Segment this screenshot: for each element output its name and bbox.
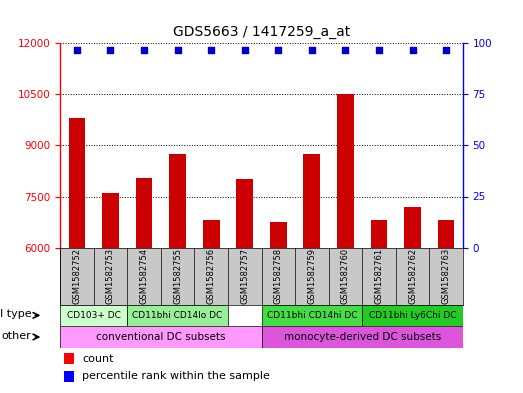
Point xyxy=(174,47,182,53)
Point xyxy=(408,47,417,53)
Bar xyxy=(438,220,454,248)
Bar xyxy=(362,305,463,326)
Text: cell type: cell type xyxy=(0,309,31,319)
Bar xyxy=(102,193,119,248)
Bar xyxy=(64,353,74,364)
Bar xyxy=(404,207,421,248)
Text: count: count xyxy=(82,354,114,364)
Bar xyxy=(60,326,262,348)
Text: GSM1582757: GSM1582757 xyxy=(240,248,249,304)
Text: GSM1582758: GSM1582758 xyxy=(274,248,283,304)
Bar xyxy=(371,220,388,248)
Point xyxy=(341,47,349,53)
Title: GDS5663 / 1417259_a_at: GDS5663 / 1417259_a_at xyxy=(173,26,350,39)
Text: conventional DC subsets: conventional DC subsets xyxy=(96,332,225,342)
Text: CD11bhi CD14hi DC: CD11bhi CD14hi DC xyxy=(267,311,357,320)
Point xyxy=(375,47,383,53)
Point xyxy=(207,47,215,53)
Bar xyxy=(69,118,85,248)
Bar xyxy=(169,154,186,248)
Point xyxy=(140,47,148,53)
Bar xyxy=(262,305,362,326)
Bar xyxy=(203,220,220,248)
Point xyxy=(308,47,316,53)
Point xyxy=(106,47,115,53)
Bar xyxy=(270,222,287,248)
Text: CD11bhi CD14lo DC: CD11bhi CD14lo DC xyxy=(132,311,223,320)
Text: GSM1582759: GSM1582759 xyxy=(308,248,316,304)
Text: GSM1582762: GSM1582762 xyxy=(408,248,417,304)
Text: GSM1582756: GSM1582756 xyxy=(207,248,215,304)
Text: GSM1582761: GSM1582761 xyxy=(374,248,383,304)
Text: other: other xyxy=(2,331,31,341)
Point xyxy=(274,47,282,53)
Bar xyxy=(64,371,74,382)
Text: monocyte-derived DC subsets: monocyte-derived DC subsets xyxy=(283,332,441,342)
Text: GSM1582752: GSM1582752 xyxy=(72,248,82,304)
Bar xyxy=(127,305,228,326)
Point xyxy=(241,47,249,53)
Text: CD103+ DC: CD103+ DC xyxy=(67,311,121,320)
Text: CD11bhi Ly6Chi DC: CD11bhi Ly6Chi DC xyxy=(369,311,456,320)
Point xyxy=(442,47,450,53)
Bar xyxy=(337,94,354,248)
Bar xyxy=(236,180,253,248)
Bar xyxy=(60,305,127,326)
Bar xyxy=(303,154,320,248)
Bar xyxy=(135,178,152,248)
Text: GSM1582763: GSM1582763 xyxy=(441,248,451,304)
Point xyxy=(73,47,81,53)
Bar xyxy=(262,326,463,348)
Text: GSM1582754: GSM1582754 xyxy=(140,248,149,304)
Text: GSM1582753: GSM1582753 xyxy=(106,248,115,304)
Text: percentile rank within the sample: percentile rank within the sample xyxy=(82,371,270,381)
Text: GSM1582760: GSM1582760 xyxy=(341,248,350,304)
Text: GSM1582755: GSM1582755 xyxy=(173,248,182,304)
